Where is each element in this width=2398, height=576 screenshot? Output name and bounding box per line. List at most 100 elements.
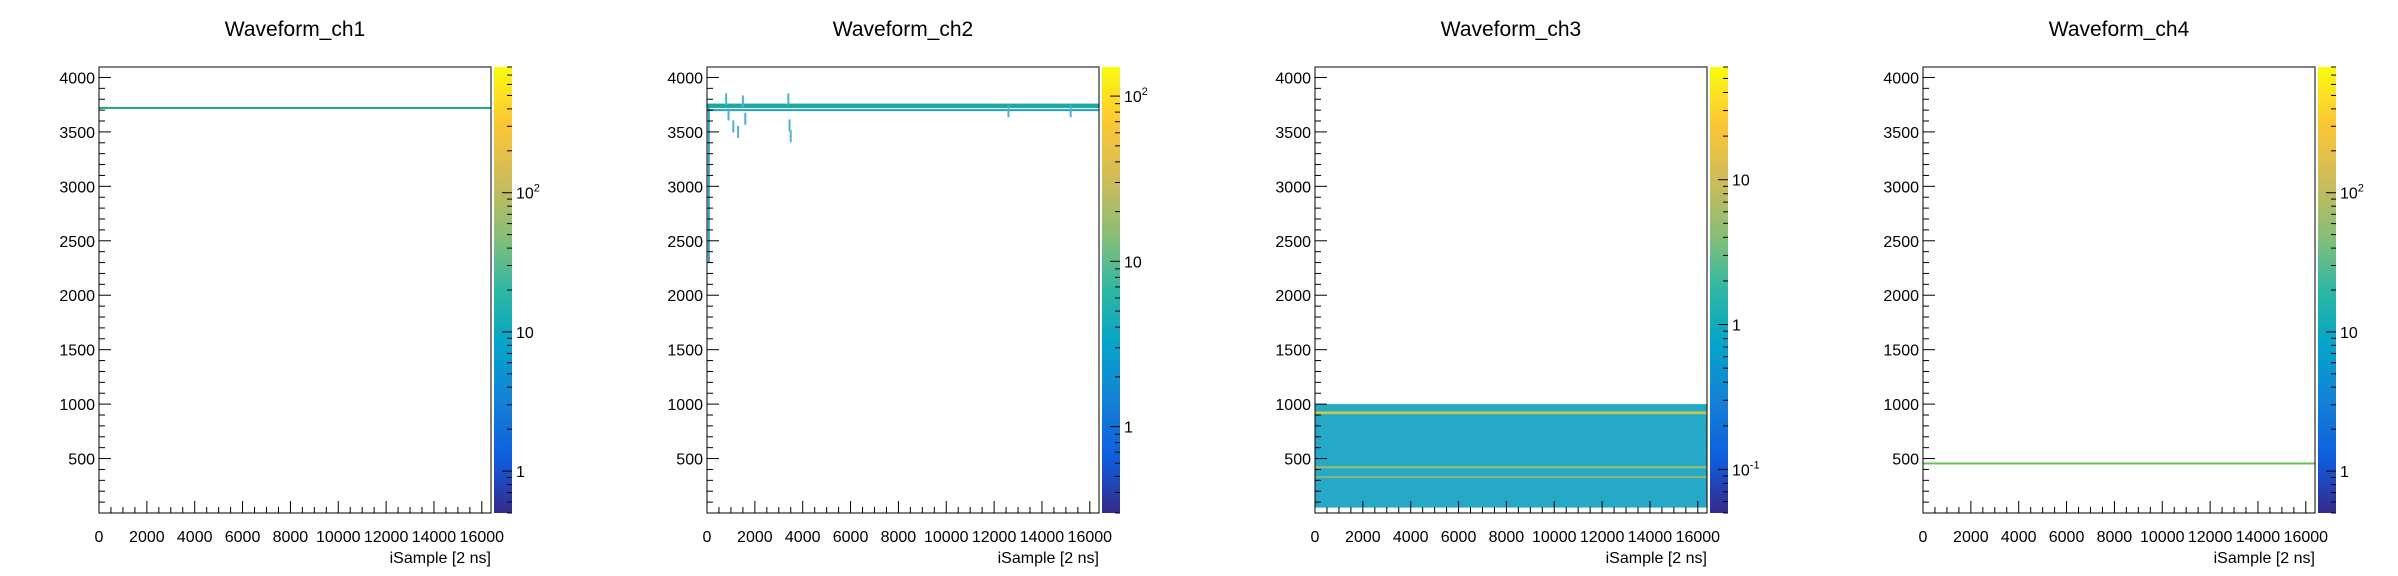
z-tick-base: 10 <box>516 325 534 342</box>
y-tick-label: 500 <box>1284 452 1311 469</box>
y-tick-label: 2000 <box>1883 288 1919 305</box>
y-tick-label: 4000 <box>1883 70 1919 87</box>
plot-area <box>99 67 491 513</box>
x-tick-label: 6000 <box>833 529 869 546</box>
data-point-9 <box>789 130 792 143</box>
z-tick-base: 1 <box>516 464 525 481</box>
z-tick-base: 10 <box>1124 89 1142 106</box>
y-tick-label: 500 <box>676 452 703 469</box>
y-tick-label: 2000 <box>1275 288 1311 305</box>
x-tick-label: 8000 <box>273 529 309 546</box>
x-axis-label: iSample [2 ns] <box>998 550 1099 567</box>
x-tick-label: 6000 <box>2049 529 2085 546</box>
x-tick-label: 16000 <box>460 529 505 546</box>
x-tick-label: 14000 <box>2236 529 2281 546</box>
plot-frame <box>1922 66 2316 514</box>
z-tick-exponent: 2 <box>534 183 540 195</box>
x-tick-label: 0 <box>95 529 104 546</box>
z-tick-base: 10 <box>516 186 534 203</box>
z-tick-base: 10 <box>1732 173 1750 190</box>
z-tick-label: 1 <box>2340 464 2349 481</box>
x-tick-label: 4000 <box>1393 529 1429 546</box>
z-tick-label: 10 <box>1124 254 1142 271</box>
signal-band-3 <box>1315 476 1707 479</box>
x-tick-label: 10000 <box>1532 529 1577 546</box>
y-tick-label: 500 <box>68 452 95 469</box>
x-tick-label: 10000 <box>924 529 969 546</box>
data-point-11 <box>1069 105 1072 118</box>
x-tick-label: 6000 <box>1441 529 1477 546</box>
x-axis-label: iSample [2 ns] <box>1606 550 1707 567</box>
x-tick-label: 14000 <box>1628 529 1673 546</box>
chart-title: Waveform_ch4 <box>2049 18 2190 41</box>
z-tick-base: 10 <box>1124 254 1142 271</box>
x-tick-label: 2000 <box>737 529 773 546</box>
z-tick-label: 10-1 <box>1732 459 1760 479</box>
data-point-8 <box>788 119 791 132</box>
x-tick-label: 2000 <box>1953 529 1989 546</box>
y-tick-label: 3000 <box>1275 179 1311 196</box>
z-tick-label: 102 <box>516 183 540 203</box>
y-tick-label: 500 <box>1892 452 1919 469</box>
signal-band-1 <box>1923 462 2315 465</box>
y-tick-label: 2500 <box>59 234 95 251</box>
y-tick-label: 1000 <box>667 397 703 414</box>
x-tick-label: 10000 <box>2140 529 2185 546</box>
y-tick-label: 2500 <box>1275 234 1311 251</box>
x-tick-label: 16000 <box>1068 529 1113 546</box>
x-tick-label: 8000 <box>2097 529 2133 546</box>
plot-frame <box>706 66 1100 514</box>
y-tick-label: 2500 <box>1883 234 1919 251</box>
z-tick-base: 10 <box>2340 186 2358 203</box>
z-tick-base: 1 <box>2340 464 2349 481</box>
z-tick-exponent: 2 <box>1142 86 1148 98</box>
x-tick-label: 12000 <box>972 529 1017 546</box>
signal-band-2 <box>707 109 1099 112</box>
signal-band-1 <box>1315 411 1707 415</box>
y-tick-label: 3500 <box>1883 125 1919 142</box>
y-tick-label: 3000 <box>59 179 95 196</box>
y-tick-label: 1000 <box>1275 397 1311 414</box>
data-point-10 <box>1007 105 1010 118</box>
data-point-6 <box>744 112 747 125</box>
plot-area <box>1923 67 2315 513</box>
y-tick-label: 1000 <box>1883 397 1919 414</box>
x-tick-label: 12000 <box>364 529 409 546</box>
z-tick-label: 102 <box>2340 183 2364 203</box>
y-tick-label: 3000 <box>1883 179 1919 196</box>
color-bar <box>2318 67 2336 513</box>
data-point-4 <box>737 125 740 138</box>
x-tick-label: 0 <box>1311 529 1320 546</box>
y-tick-label: 1500 <box>1275 343 1311 360</box>
density-region <box>1315 404 1707 508</box>
x-tick-label: 0 <box>703 529 712 546</box>
y-tick-label: 2000 <box>667 288 703 305</box>
plot-frame <box>1314 66 1708 514</box>
z-tick-label: 10 <box>2340 325 2358 342</box>
data-point-7 <box>787 93 790 106</box>
y-tick-label: 4000 <box>667 70 703 87</box>
data-point-3 <box>732 120 735 133</box>
y-tick-label: 3500 <box>59 125 95 142</box>
plot-frame <box>98 66 492 514</box>
y-tick-label: 1500 <box>1883 343 1919 360</box>
z-tick-exponent: 2 <box>2358 183 2364 195</box>
x-tick-label: 12000 <box>2188 529 2233 546</box>
y-tick-label: 3500 <box>667 125 703 142</box>
z-tick-label: 1 <box>1124 420 1133 437</box>
x-tick-label: 8000 <box>881 529 917 546</box>
signal-band-1 <box>99 106 491 109</box>
z-tick-label: 102 <box>1124 86 1148 106</box>
signal-band-1 <box>707 103 1099 108</box>
x-tick-label: 10000 <box>316 529 361 546</box>
chart-title: Waveform_ch3 <box>1441 18 1581 41</box>
chart-title: Waveform_ch2 <box>833 18 973 41</box>
z-tick-label: 10 <box>1732 173 1750 190</box>
y-tick-label: 2000 <box>59 288 95 305</box>
data-point-5 <box>741 95 744 108</box>
y-tick-label: 4000 <box>59 70 95 87</box>
color-bar <box>1102 67 1120 513</box>
z-tick-base: 1 <box>1124 420 1133 437</box>
